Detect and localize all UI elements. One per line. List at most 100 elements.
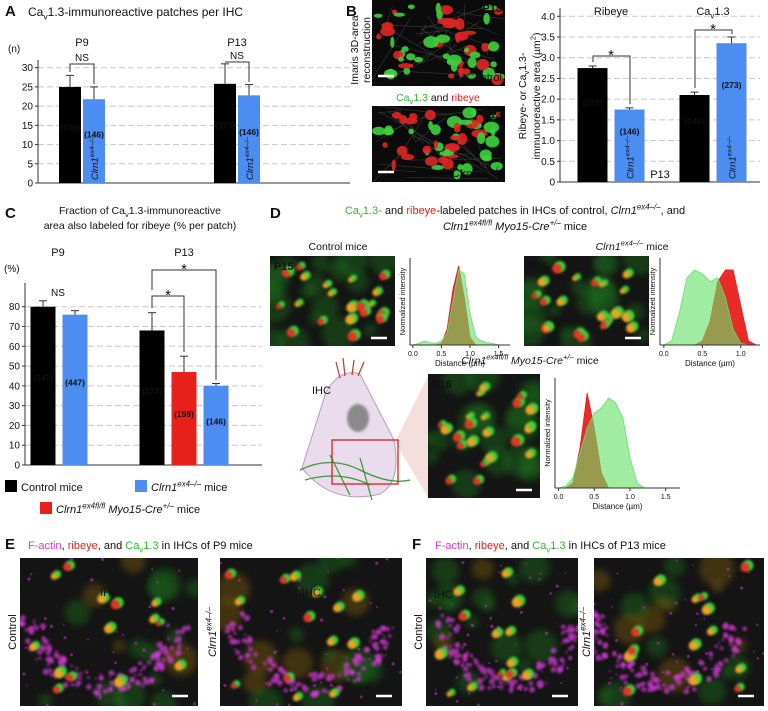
bar: [139, 330, 165, 465]
actin: [542, 663, 546, 667]
text-part: 1.3-: [517, 52, 529, 71]
y-tick-label: 1.5: [541, 115, 555, 126]
red-dot: [65, 674, 74, 682]
n-label: (273): [722, 80, 742, 90]
legend-swatch: [5, 480, 17, 492]
red-dot: [626, 323, 635, 333]
blob: [485, 135, 500, 148]
chart-title: Cav1.3-immunoreactive patches per IHC: [28, 5, 243, 22]
haze: [426, 592, 439, 607]
text-part: ,: [469, 540, 475, 552]
text-part: in IHCs of P13 mice: [566, 540, 666, 552]
speck: [434, 691, 438, 696]
actin: [97, 688, 101, 693]
actin: [361, 666, 366, 671]
actin: [724, 658, 729, 663]
haze: [128, 638, 148, 659]
haze: [64, 599, 91, 626]
bar-label: Clrn1ex4–/–: [244, 137, 256, 180]
haze: [363, 323, 377, 337]
bracket-label: NS: [51, 288, 65, 299]
speck: [62, 623, 65, 626]
red-dot: [286, 328, 296, 338]
actin: [138, 672, 142, 677]
category-label: Cav1.3: [696, 6, 729, 20]
text-part: Clrn1: [245, 157, 256, 180]
text-part: Clrn1: [56, 504, 82, 516]
haze: [554, 590, 578, 618]
genotype-label: Clrn1ex4–/–: [452, 165, 503, 180]
actin: [131, 666, 138, 673]
actin: [357, 671, 361, 676]
actin: [630, 661, 636, 666]
red-dot: [29, 643, 37, 651]
speck: [692, 564, 694, 567]
n-label: (146): [239, 127, 259, 137]
micrograph: [428, 374, 540, 498]
speck: [319, 618, 324, 622]
blob: [407, 4, 415, 10]
area-outline: [663, 269, 757, 346]
red-dot: [556, 298, 565, 307]
haze: [594, 569, 611, 592]
haze: [242, 669, 268, 695]
actin: [683, 688, 690, 695]
bracket: [225, 61, 250, 82]
speck: [669, 611, 673, 615]
blob: [481, 42, 490, 52]
y-tick-label: 30: [22, 63, 34, 74]
actin: [597, 614, 601, 617]
text-part: ex4–/–: [204, 606, 213, 630]
speck: [490, 624, 494, 629]
blob: [433, 140, 438, 149]
actin: [388, 634, 392, 638]
red-dot: [539, 298, 547, 306]
haze: [524, 314, 546, 346]
blob: [457, 119, 473, 125]
actin: [45, 656, 52, 663]
actin: [641, 681, 646, 686]
actin: [20, 614, 26, 621]
actin: [175, 629, 181, 635]
actin: [38, 656, 42, 660]
speck: [49, 624, 54, 629]
speck: [465, 662, 469, 667]
actin: [166, 654, 172, 660]
actin: [343, 671, 349, 677]
actin: [384, 654, 387, 657]
actin: [270, 662, 277, 668]
speck: [661, 670, 665, 674]
actin: [640, 665, 647, 672]
speck: [238, 578, 242, 582]
actin: [508, 688, 514, 693]
category-label: P13: [227, 37, 247, 49]
actin: [636, 672, 643, 679]
actin: [562, 660, 566, 664]
speck: [528, 576, 532, 580]
actin: [573, 639, 577, 643]
red-dot: [376, 315, 384, 324]
text-part: 2: [529, 36, 538, 40]
actin: [597, 625, 601, 629]
stain-label: Cav1.3 and ribeye: [396, 92, 480, 106]
panel-letter: D: [270, 205, 281, 222]
legend-label: Clrn1ex4fl/fl Myo15-Cre+/– mice: [56, 501, 200, 516]
speck: [375, 561, 379, 565]
actin: [622, 667, 625, 670]
red-dot: [473, 477, 481, 485]
actin: [619, 674, 626, 681]
bar: [171, 372, 197, 465]
actin: [277, 666, 283, 672]
actin: [343, 665, 347, 668]
speck: [726, 567, 730, 571]
text-part: +/–: [163, 501, 175, 510]
actin: [561, 663, 565, 667]
actin: [245, 658, 248, 662]
n-label: (273): [60, 122, 80, 132]
category-label: P9: [75, 37, 88, 49]
bracket-label: NS: [75, 53, 89, 64]
actin: [357, 653, 362, 659]
actin: [615, 673, 618, 676]
x-tick-label: 0.5: [697, 351, 707, 358]
legend-swatch: [135, 480, 147, 492]
